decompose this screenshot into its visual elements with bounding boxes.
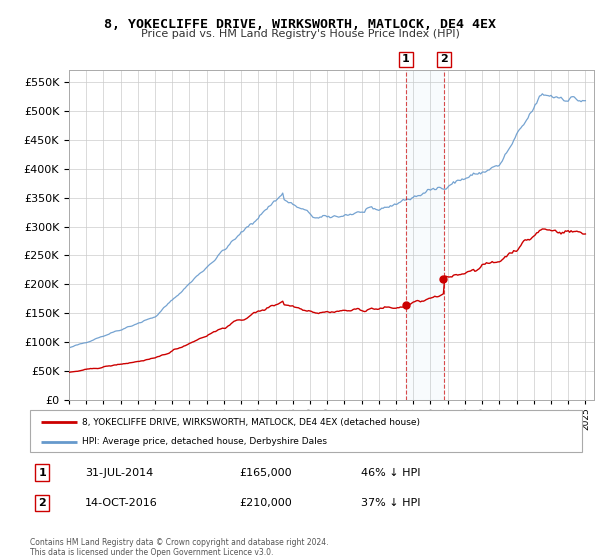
Text: HPI: Average price, detached house, Derbyshire Dales: HPI: Average price, detached house, Derb… xyxy=(82,437,328,446)
FancyBboxPatch shape xyxy=(30,410,582,452)
Text: £165,000: £165,000 xyxy=(240,468,292,478)
Text: Price paid vs. HM Land Registry's House Price Index (HPI): Price paid vs. HM Land Registry's House … xyxy=(140,29,460,39)
Text: Contains HM Land Registry data © Crown copyright and database right 2024.
This d: Contains HM Land Registry data © Crown c… xyxy=(30,538,329,557)
Text: 31-JUL-2014: 31-JUL-2014 xyxy=(85,468,154,478)
Text: 8, YOKECLIFFE DRIVE, WIRKSWORTH, MATLOCK, DE4 4EX: 8, YOKECLIFFE DRIVE, WIRKSWORTH, MATLOCK… xyxy=(104,18,496,31)
Text: 8, YOKECLIFFE DRIVE, WIRKSWORTH, MATLOCK, DE4 4EX (detached house): 8, YOKECLIFFE DRIVE, WIRKSWORTH, MATLOCK… xyxy=(82,418,421,427)
Bar xyxy=(406,70,444,400)
Text: 14-OCT-2016: 14-OCT-2016 xyxy=(85,498,158,508)
Text: £210,000: £210,000 xyxy=(240,498,293,508)
Text: 2: 2 xyxy=(38,498,46,508)
Text: 2: 2 xyxy=(440,54,448,64)
Text: 37% ↓ HPI: 37% ↓ HPI xyxy=(361,498,421,508)
Text: 46% ↓ HPI: 46% ↓ HPI xyxy=(361,468,421,478)
Text: 1: 1 xyxy=(402,54,410,64)
Text: 1: 1 xyxy=(38,468,46,478)
